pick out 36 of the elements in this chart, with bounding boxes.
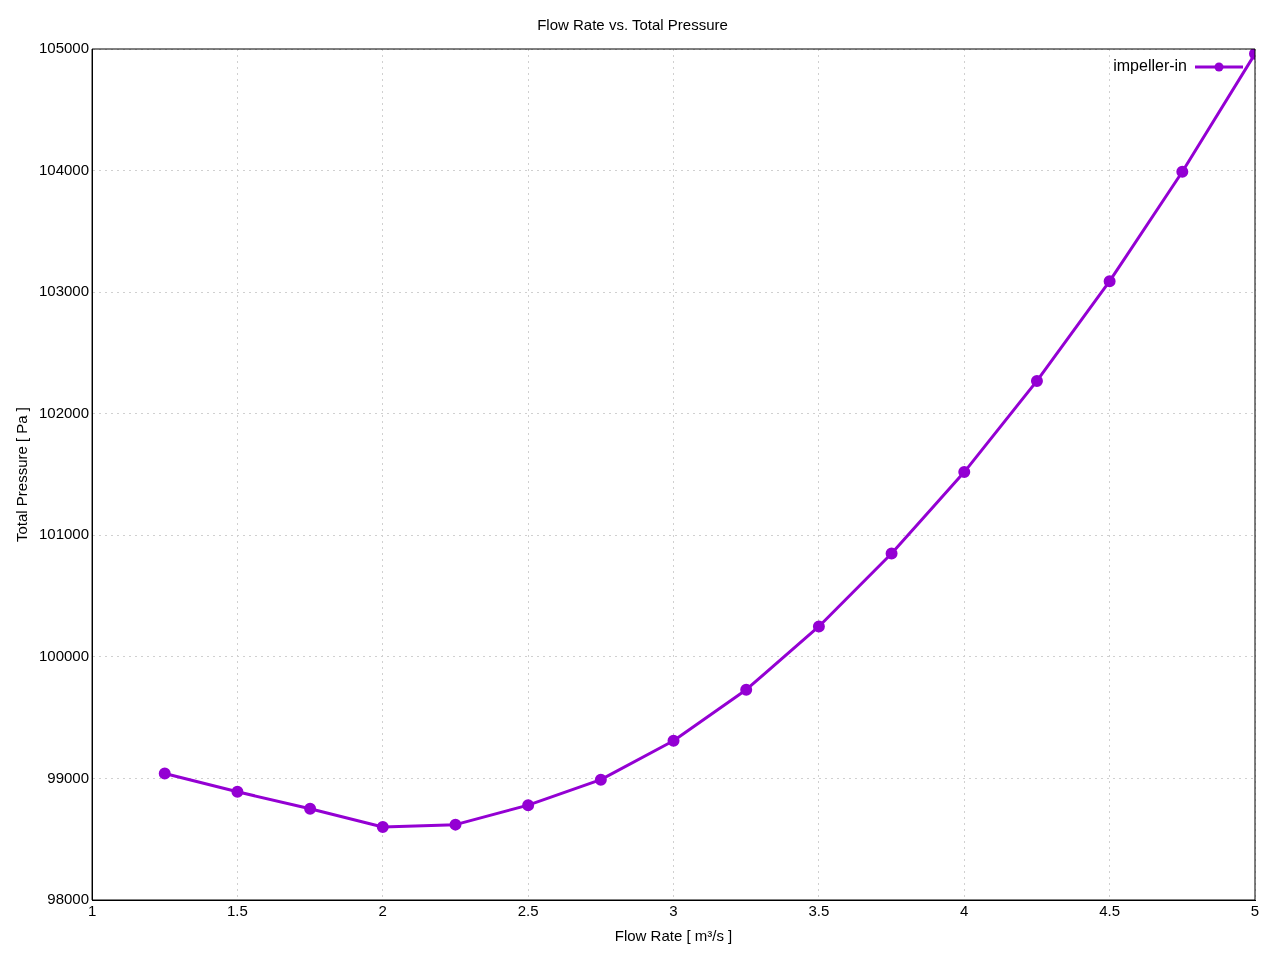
x-tick-label: 4.5 [1099, 902, 1121, 920]
point [1103, 275, 1116, 288]
point [376, 821, 389, 834]
point [1176, 165, 1189, 178]
x-tick-label: 3 [669, 902, 678, 920]
y-tick-label: 103000 [38, 282, 90, 300]
y-tick-label: 99000 [47, 768, 90, 786]
x-axis-title: Flow Rate [ m³/s ] [614, 927, 733, 945]
point [158, 767, 171, 780]
chart-title: Flow Rate vs. Total Pressure [537, 16, 728, 34]
x-tick-label: 2 [378, 902, 387, 920]
y-tick-label: 100000 [38, 647, 90, 664]
x-tick-label: 1 [87, 902, 97, 920]
point [1030, 374, 1043, 387]
y-tick-label: 105000 [38, 39, 90, 57]
y-tick-label: 101000 [38, 525, 90, 543]
y-tick-label: 98000 [47, 890, 90, 908]
point [304, 802, 317, 815]
y-tick-label: 102000 [38, 403, 90, 421]
point [667, 734, 680, 747]
point [958, 466, 971, 479]
point [231, 785, 244, 798]
point [594, 773, 607, 786]
x-tick-label: 2.5 [517, 902, 539, 920]
point [740, 683, 753, 696]
point [885, 547, 898, 560]
point [449, 818, 462, 831]
x-tick-label: 1.5 [226, 902, 248, 920]
x-tick-label: 3.5 [808, 902, 830, 920]
y-tick-label: 104000 [38, 160, 90, 178]
x-tick-label: 4 [960, 902, 969, 920]
y-axis-title: Total Pressure [ Pa ] [13, 406, 31, 543]
point [522, 799, 535, 812]
legend-label: impeller-in [1113, 57, 1187, 75]
point [812, 620, 825, 633]
x-tick-label: 5 [1250, 902, 1260, 920]
